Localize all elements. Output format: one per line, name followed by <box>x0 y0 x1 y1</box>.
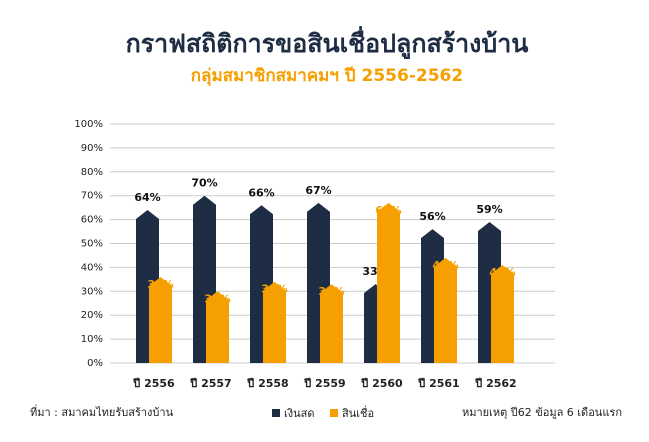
bar <box>206 291 229 363</box>
chart-subtitle: กลุ่มสมาชิกสมาคมฯ ปี 2556-2562 <box>191 65 463 86</box>
x-tick-label: ปี 2558 <box>246 377 289 390</box>
x-tick-label: ปี 2561 <box>417 377 460 390</box>
y-tick-label: 40% <box>81 262 103 273</box>
value-label: 56% <box>419 210 445 223</box>
bar <box>320 284 343 363</box>
value-label: 33% <box>318 285 344 298</box>
bar <box>377 202 400 363</box>
y-tick-label: 10% <box>81 334 103 345</box>
remark-note: หมายเหตุ ปี62 ข้อมูล 6 เดือนแรก <box>462 406 622 419</box>
y-tick-label: 20% <box>81 310 103 321</box>
bar <box>263 281 286 363</box>
value-label: 67% <box>375 204 401 217</box>
value-label: 70% <box>191 177 217 190</box>
y-tick-label: 60% <box>81 215 103 226</box>
x-tick-label: ปี 2557 <box>189 377 232 390</box>
legend-swatch <box>272 409 280 417</box>
value-label: 59% <box>476 203 502 216</box>
y-tick-label: 90% <box>81 143 103 154</box>
x-tick-label: ปี 2556 <box>132 377 175 390</box>
y-tick-label: 0% <box>87 358 103 369</box>
y-tick-label: 80% <box>81 167 103 178</box>
y-tick-label: 30% <box>81 286 103 297</box>
y-tick-label: 70% <box>81 191 103 202</box>
value-label: 41% <box>489 266 515 279</box>
chart-title: กราฟสถิติการขอสินเชื่อปลูกสร้างบ้าน <box>126 26 529 60</box>
y-tick-label: 100% <box>74 119 103 130</box>
source-note: ที่มา : สมาคมไทยรับสร้างบ้าน <box>30 404 174 419</box>
x-tick-label: ปี 2559 <box>303 377 346 390</box>
value-label: 66% <box>248 186 274 199</box>
value-label: 36% <box>147 278 173 291</box>
value-label: 67% <box>305 184 331 197</box>
bar <box>434 257 457 363</box>
value-label: 30% <box>204 292 230 305</box>
legend-label: สินเชื่อ <box>342 405 374 420</box>
legend-swatch <box>330 409 338 417</box>
value-label: 44% <box>432 259 458 272</box>
bar <box>491 265 514 363</box>
x-tick-label: ปี 2562 <box>474 377 517 390</box>
value-label: 34% <box>261 283 287 296</box>
value-label: 64% <box>134 191 160 204</box>
y-tick-label: 50% <box>81 239 103 250</box>
plot-area: 0% 10% 20% 30% 40% 50% 60% 70% 80% 90% 100% ปี 2556… <box>74 119 555 420</box>
x-tick-label: ปี 2560 <box>360 377 403 390</box>
bar <box>149 276 172 363</box>
legend-label: เงินสด <box>284 407 315 420</box>
